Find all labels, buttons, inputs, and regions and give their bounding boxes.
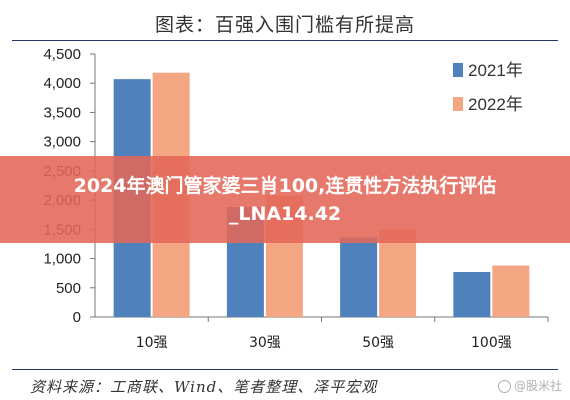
page-title: 图表：百强入围门槛有所提高 [154,14,415,36]
y-tick-label: 4,500 [43,46,81,63]
y-tick-label: 3,500 [43,104,81,121]
x-category-label: 10强 [136,335,168,351]
source-note: 资料来源：工商联、Wind、笔者整理、泽平宏观 [30,378,378,396]
title-divider [12,40,558,41]
source-divider [12,369,558,370]
watermark-text: @股米社 [513,379,562,393]
x-category-label: 50强 [362,335,394,351]
legend-label: 2022年 [468,95,523,114]
bar [340,237,378,317]
chart-bars [113,72,530,318]
x-category-label: 100强 [471,335,512,351]
watermark: @股米社 [497,377,562,394]
watermark-icon [497,380,511,393]
banner-text: 2024年澳门管家婆三肖100,连贯性方法执行评估_LNA14.42 [73,175,497,225]
x-category-label: 30强 [249,335,281,351]
bar [453,271,491,317]
legend-swatch [453,97,463,111]
y-tick-label: 0 [73,309,81,326]
chart-legend: 2021年 2022年 [453,61,523,114]
bar [379,229,417,317]
y-tick-label: 500 [56,280,81,297]
legend-label: 2021年 [468,61,523,80]
legend-swatch [453,63,463,77]
y-tick-label: 1,000 [43,251,81,268]
y-tick-label: 3,000 [43,134,81,151]
bar [492,265,530,317]
y-tick-label: 4,000 [43,75,81,92]
overlay-banner[interactable]: 2024年澳门管家婆三肖100,连贯性方法执行评估_LNA14.42 [0,156,570,243]
